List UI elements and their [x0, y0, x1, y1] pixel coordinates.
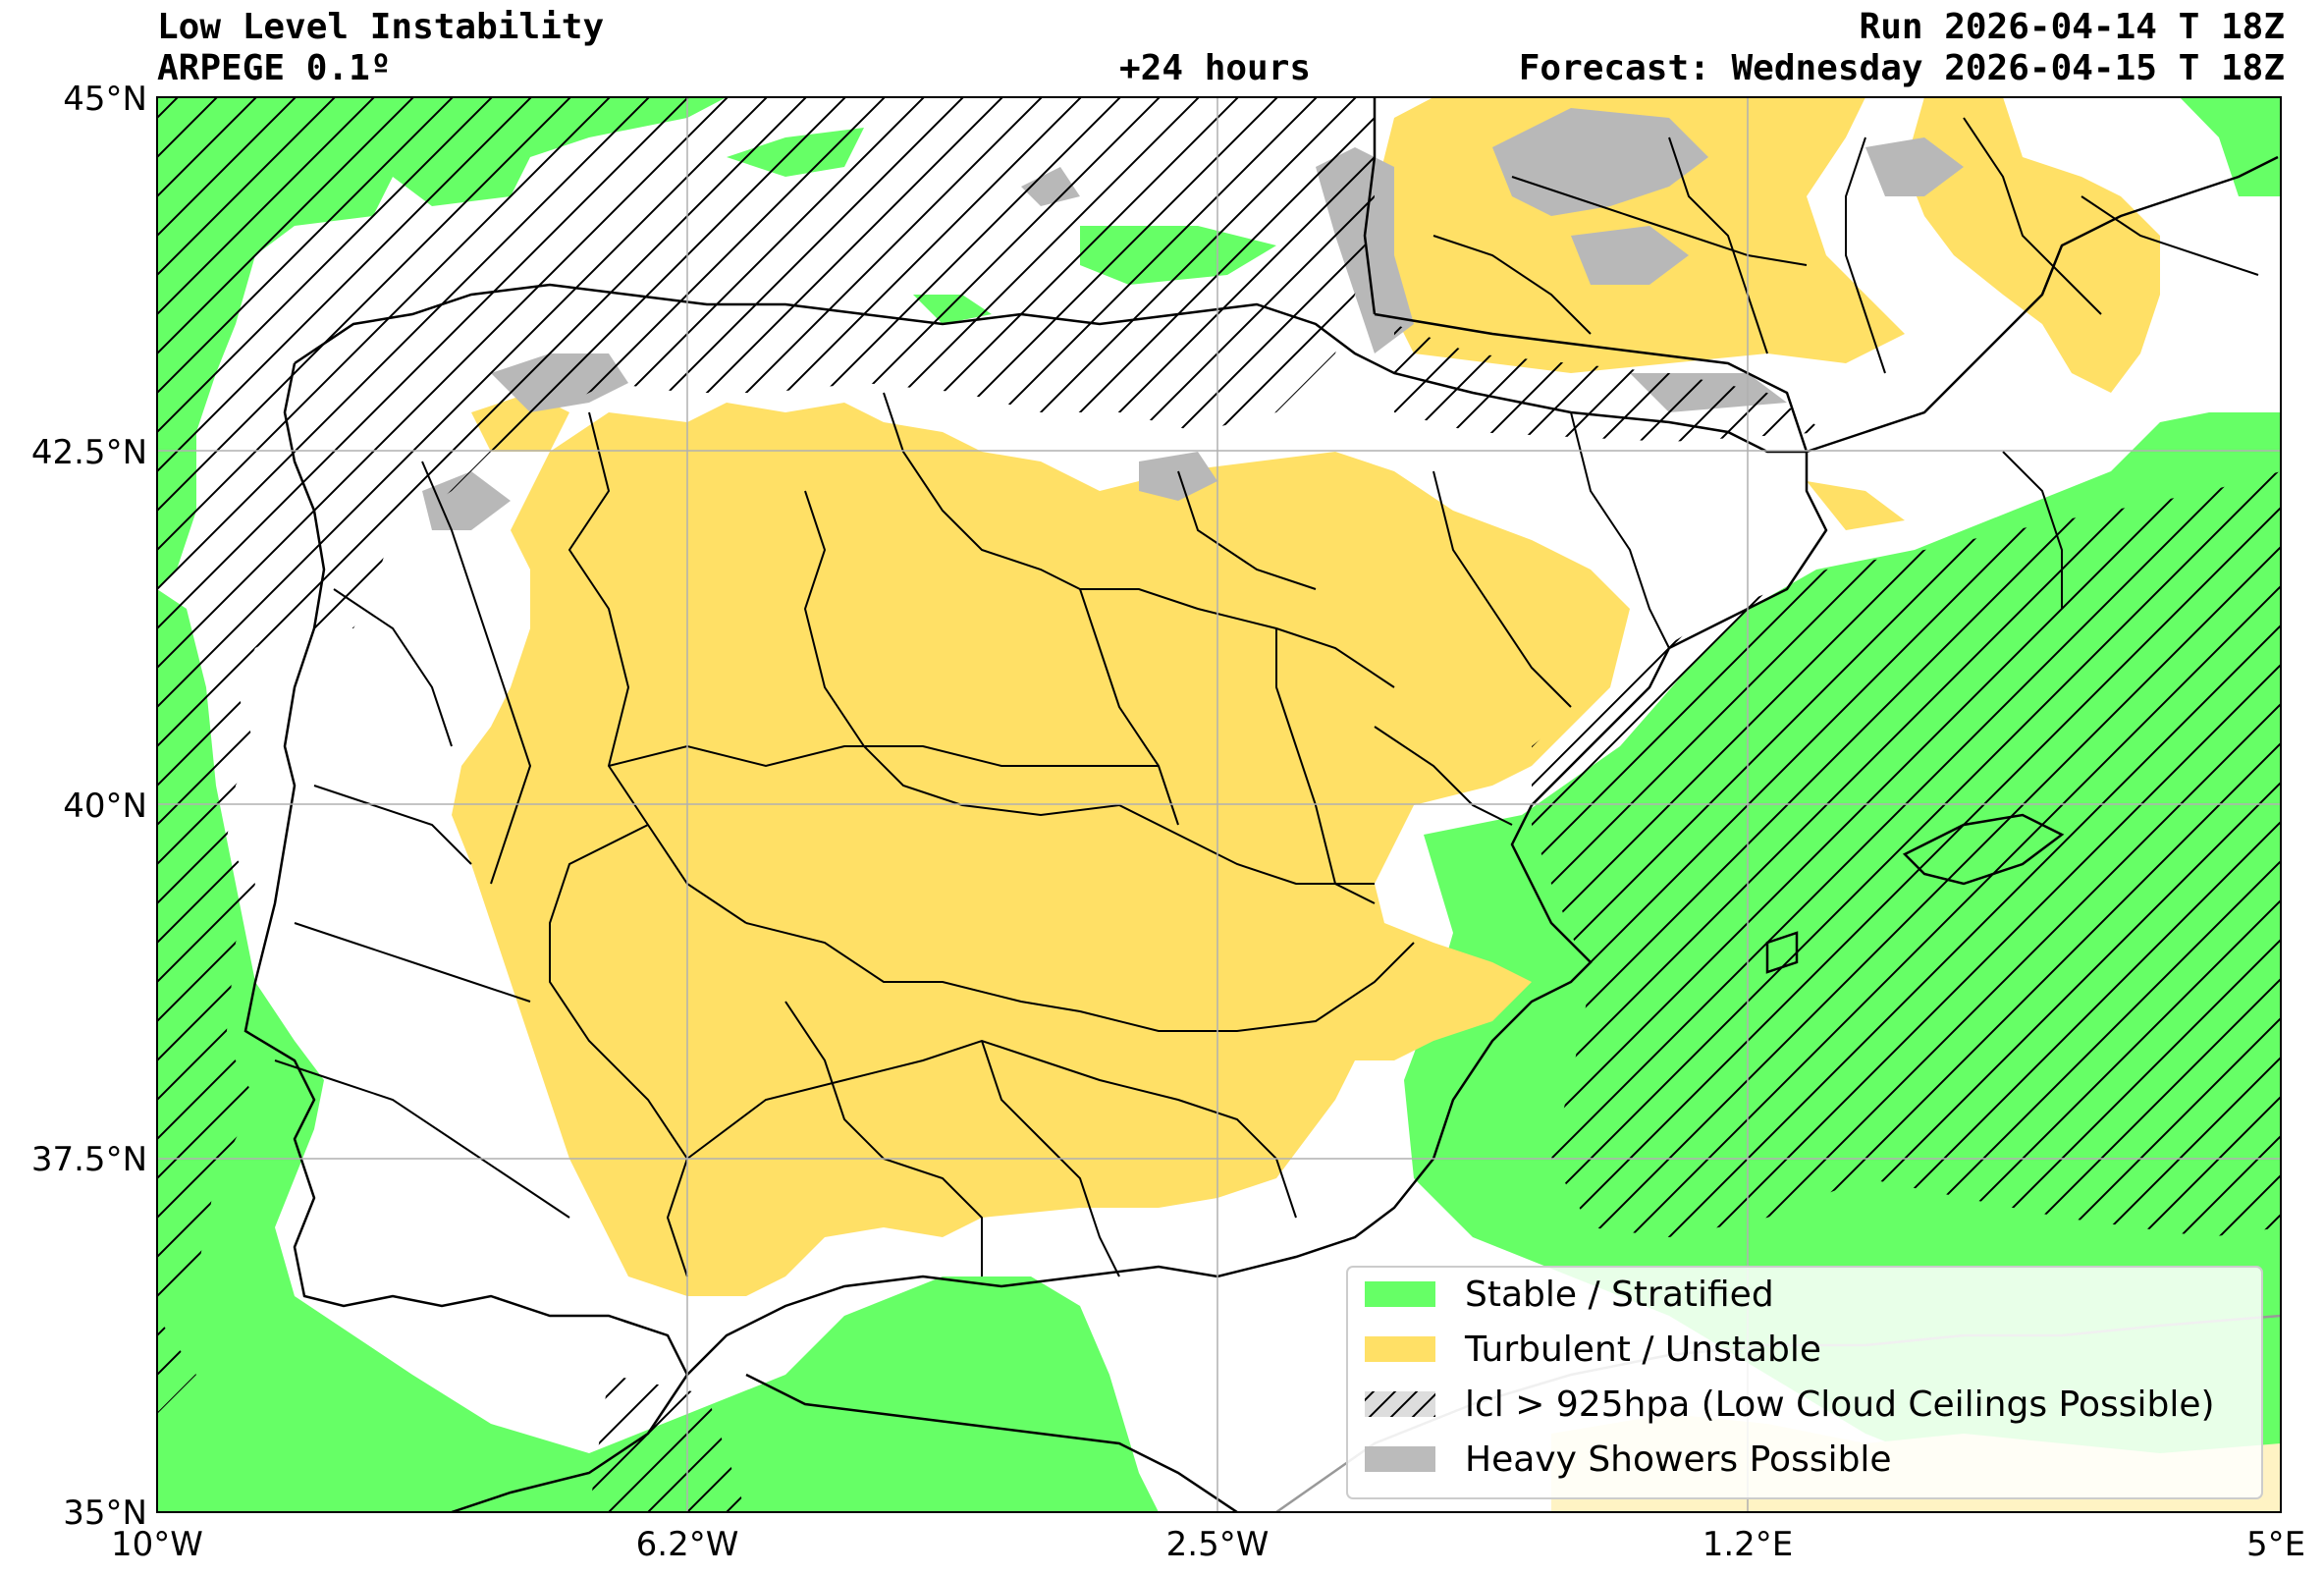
lon-tick-label: 10°W — [111, 1525, 203, 1564]
legend-swatch-unstable — [1365, 1336, 1435, 1362]
legend-label: Heavy Showers Possible — [1465, 1439, 1892, 1480]
legend-label: lcl > 925hpa (Low Cloud Ceilings Possibl… — [1465, 1385, 2215, 1425]
run-time: Run 2026-04-14 T 18Z — [1859, 7, 2285, 47]
lon-tick-label: 2.5°W — [1166, 1525, 1270, 1564]
legend: Stable / Stratified Turbulent / Unstable… — [1346, 1266, 2263, 1499]
lead-time: +24 hours — [1119, 48, 1312, 88]
gridlines — [157, 97, 2281, 1512]
lat-tick-label: 35°N — [63, 1494, 147, 1533]
legend-label: Turbulent / Unstable — [1464, 1330, 1821, 1370]
legend-label: Stable / Stratified — [1465, 1275, 1774, 1315]
lat-tick-label: 45°N — [63, 80, 147, 119]
lon-tick-label: 1.2°E — [1702, 1525, 1794, 1564]
legend-swatch-lcl — [1365, 1391, 1435, 1417]
lon-tick-label: 6.2°W — [636, 1525, 739, 1564]
legend-swatch-showers — [1365, 1446, 1435, 1472]
map-title: Low Level Instability — [157, 7, 605, 47]
legend-swatch-stable — [1365, 1281, 1435, 1307]
forecast-time: Forecast: Wednesday 2026-04-15 T 18Z — [1518, 48, 2285, 88]
region-borders — [274, 117, 2259, 1277]
lat-tick-label: 37.5°N — [31, 1140, 147, 1179]
lat-tick-label: 42.5°N — [31, 433, 147, 472]
plot-frame — [156, 96, 2282, 1513]
lat-tick-label: 40°N — [63, 787, 147, 826]
model-name: ARPEGE 0.1º — [157, 48, 392, 88]
lon-tick-label: 5°E — [2246, 1525, 2305, 1564]
